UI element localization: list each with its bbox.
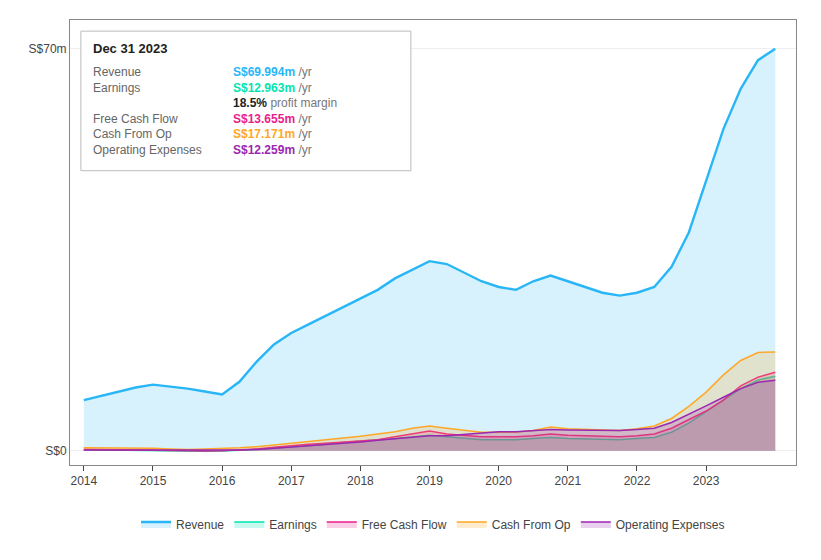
svg-text:2018: 2018: [347, 474, 374, 488]
svg-text:2022: 2022: [624, 474, 651, 488]
svg-text:S$70m: S$70m: [29, 42, 67, 56]
svg-text:2021: 2021: [554, 474, 581, 488]
svg-text:S$69.994m /yrS$12.963m /yr18.5: S$69.994m /yrS$12.963m /yr18.5% profit m…: [233, 65, 337, 157]
svg-text:Operating Expenses: Operating Expenses: [616, 518, 725, 532]
svg-text:S$0: S$0: [45, 444, 67, 458]
svg-text:2017: 2017: [278, 474, 305, 488]
svg-text:Cash From Op: Cash From Op: [492, 518, 571, 532]
svg-text:2016: 2016: [209, 474, 236, 488]
svg-text:2019: 2019: [416, 474, 443, 488]
svg-text:2020: 2020: [485, 474, 512, 488]
svg-text:Dec 31 2023: Dec 31 2023: [93, 41, 167, 56]
svg-text:Revenue: Revenue: [176, 518, 224, 532]
svg-text:RevenueEarningsFree Cash FlowC: RevenueEarningsFree Cash FlowCash From O…: [93, 65, 202, 157]
svg-text:Free Cash Flow: Free Cash Flow: [362, 518, 447, 532]
svg-text:2015: 2015: [140, 474, 167, 488]
svg-text:2014: 2014: [70, 474, 97, 488]
svg-text:Earnings: Earnings: [269, 518, 316, 532]
svg-text:2023: 2023: [693, 474, 720, 488]
